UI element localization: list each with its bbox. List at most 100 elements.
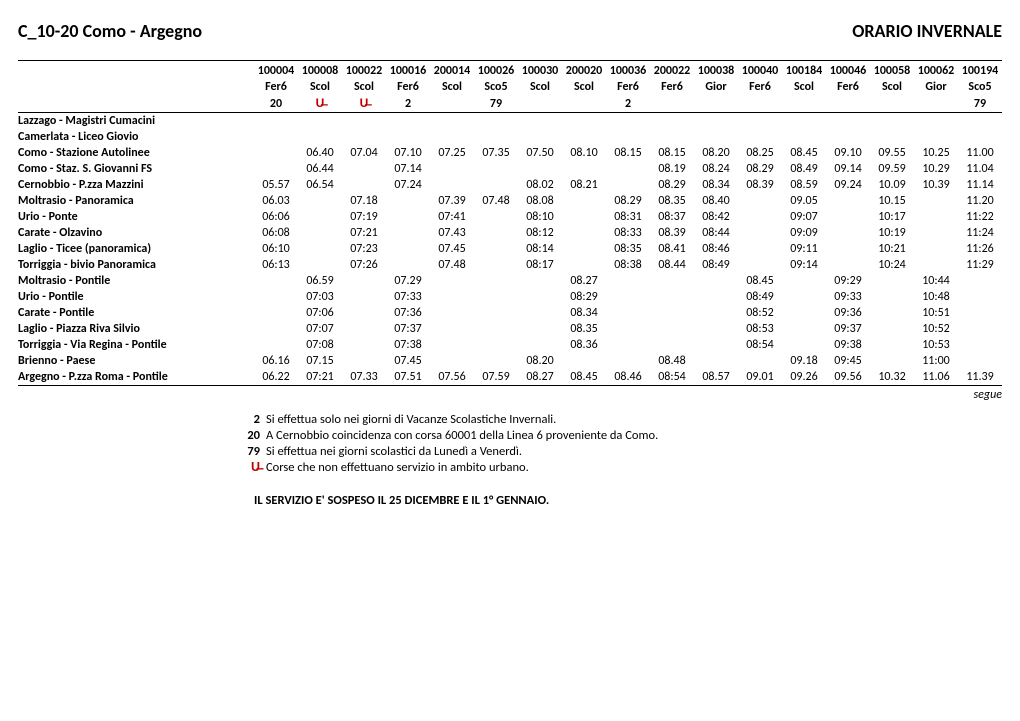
- stop-name: Como - Stazione Autolinee: [18, 145, 254, 161]
- time-cell: 07.24: [386, 177, 430, 193]
- time-cell: [826, 129, 870, 145]
- table-row: Torriggia - Via Regina - Pontile07:0807:…: [18, 337, 1002, 353]
- time-cell: 06.16: [254, 353, 298, 369]
- run-note: 20: [254, 95, 298, 113]
- time-cell: [826, 225, 870, 241]
- run-note: [782, 95, 826, 113]
- time-cell: [738, 129, 782, 145]
- time-cell: 11:29: [958, 257, 1002, 273]
- time-cell: 07.29: [386, 273, 430, 289]
- time-cell: [562, 257, 606, 273]
- table-row: Moltrasio - Panoramica06.0307.1807.3907.…: [18, 193, 1002, 209]
- time-cell: [298, 193, 342, 209]
- time-cell: [606, 113, 650, 129]
- time-cell: 07.14: [386, 161, 430, 177]
- time-cell: 10:44: [914, 273, 958, 289]
- legend-key: 79: [238, 444, 260, 459]
- time-cell: 08.41: [650, 241, 694, 257]
- time-cell: 07.04: [342, 145, 386, 161]
- time-cell: [254, 113, 298, 129]
- time-cell: [958, 289, 1002, 305]
- time-cell: 09:14: [782, 257, 826, 273]
- time-cell: 06:10: [254, 241, 298, 257]
- time-cell: 09.18: [782, 353, 826, 369]
- time-cell: [342, 161, 386, 177]
- time-cell: 08:42: [694, 209, 738, 225]
- time-cell: 08.24: [694, 161, 738, 177]
- timetable: 1000041000081000221000162000141000261000…: [18, 63, 1002, 386]
- time-cell: [694, 273, 738, 289]
- time-cell: [958, 321, 1002, 337]
- urbano-icon: U̶: [360, 96, 369, 110]
- legend-row: 79Si effettua nei giorni scolastici da L…: [238, 444, 1002, 459]
- time-cell: [518, 321, 562, 337]
- time-cell: [782, 289, 826, 305]
- stop-name: Moltrasio - Pontile: [18, 273, 254, 289]
- time-cell: [474, 113, 518, 129]
- time-cell: [254, 289, 298, 305]
- time-cell: 09.10: [826, 145, 870, 161]
- run-header: Sco5: [958, 79, 1002, 95]
- time-cell: 07:19: [342, 209, 386, 225]
- time-cell: [914, 257, 958, 273]
- time-cell: 08.45: [782, 145, 826, 161]
- time-cell: [474, 321, 518, 337]
- run-header: Fer6: [650, 79, 694, 95]
- time-cell: [650, 129, 694, 145]
- stop-name: Torriggia - bivio Panoramica: [18, 257, 254, 273]
- time-cell: 08:12: [518, 225, 562, 241]
- time-cell: [430, 129, 474, 145]
- time-cell: [474, 257, 518, 273]
- time-cell: [254, 273, 298, 289]
- time-cell: [474, 129, 518, 145]
- time-cell: [254, 161, 298, 177]
- segue-label: segue: [18, 388, 1002, 402]
- run-header: 100062: [914, 63, 958, 79]
- top-rule: [18, 60, 1002, 61]
- time-cell: [650, 337, 694, 353]
- time-cell: 09:09: [782, 225, 826, 241]
- time-cell: [606, 177, 650, 193]
- time-cell: [474, 353, 518, 369]
- table-row: Urio - Pontile07:0307:3308:2908:4909:331…: [18, 289, 1002, 305]
- time-cell: [650, 273, 694, 289]
- time-cell: [694, 321, 738, 337]
- table-row: Camerlata - Liceo Giovio: [18, 129, 1002, 145]
- time-cell: 09:33: [826, 289, 870, 305]
- time-cell: [914, 129, 958, 145]
- time-cell: 09.14: [826, 161, 870, 177]
- time-cell: 08.02: [518, 177, 562, 193]
- time-cell: [606, 129, 650, 145]
- time-cell: [694, 289, 738, 305]
- time-cell: 06.22: [254, 369, 298, 386]
- time-cell: [298, 209, 342, 225]
- time-cell: 11.04: [958, 161, 1002, 177]
- time-cell: 08.15: [650, 145, 694, 161]
- time-cell: [342, 129, 386, 145]
- time-cell: [694, 353, 738, 369]
- time-cell: 09:11: [782, 241, 826, 257]
- time-cell: [914, 209, 958, 225]
- time-cell: 10:21: [870, 241, 914, 257]
- header-row: 1000041000081000221000162000141000261000…: [18, 63, 1002, 79]
- time-cell: 07:26: [342, 257, 386, 273]
- legend-key: 20: [238, 428, 260, 443]
- time-cell: 07:21: [298, 369, 342, 386]
- time-cell: [870, 321, 914, 337]
- time-cell: [826, 257, 870, 273]
- time-cell: 08:35: [606, 241, 650, 257]
- time-cell: [562, 225, 606, 241]
- time-cell: 10:48: [914, 289, 958, 305]
- time-cell: 10.32: [870, 369, 914, 386]
- time-cell: [826, 209, 870, 225]
- time-cell: 08:10: [518, 209, 562, 225]
- time-cell: 05.57: [254, 177, 298, 193]
- time-cell: [518, 273, 562, 289]
- run-header: 100026: [474, 63, 518, 79]
- run-header: 200014: [430, 63, 474, 79]
- time-cell: [914, 225, 958, 241]
- time-cell: [562, 193, 606, 209]
- time-cell: [430, 321, 474, 337]
- time-cell: 08.27: [562, 273, 606, 289]
- time-cell: 08.10: [562, 145, 606, 161]
